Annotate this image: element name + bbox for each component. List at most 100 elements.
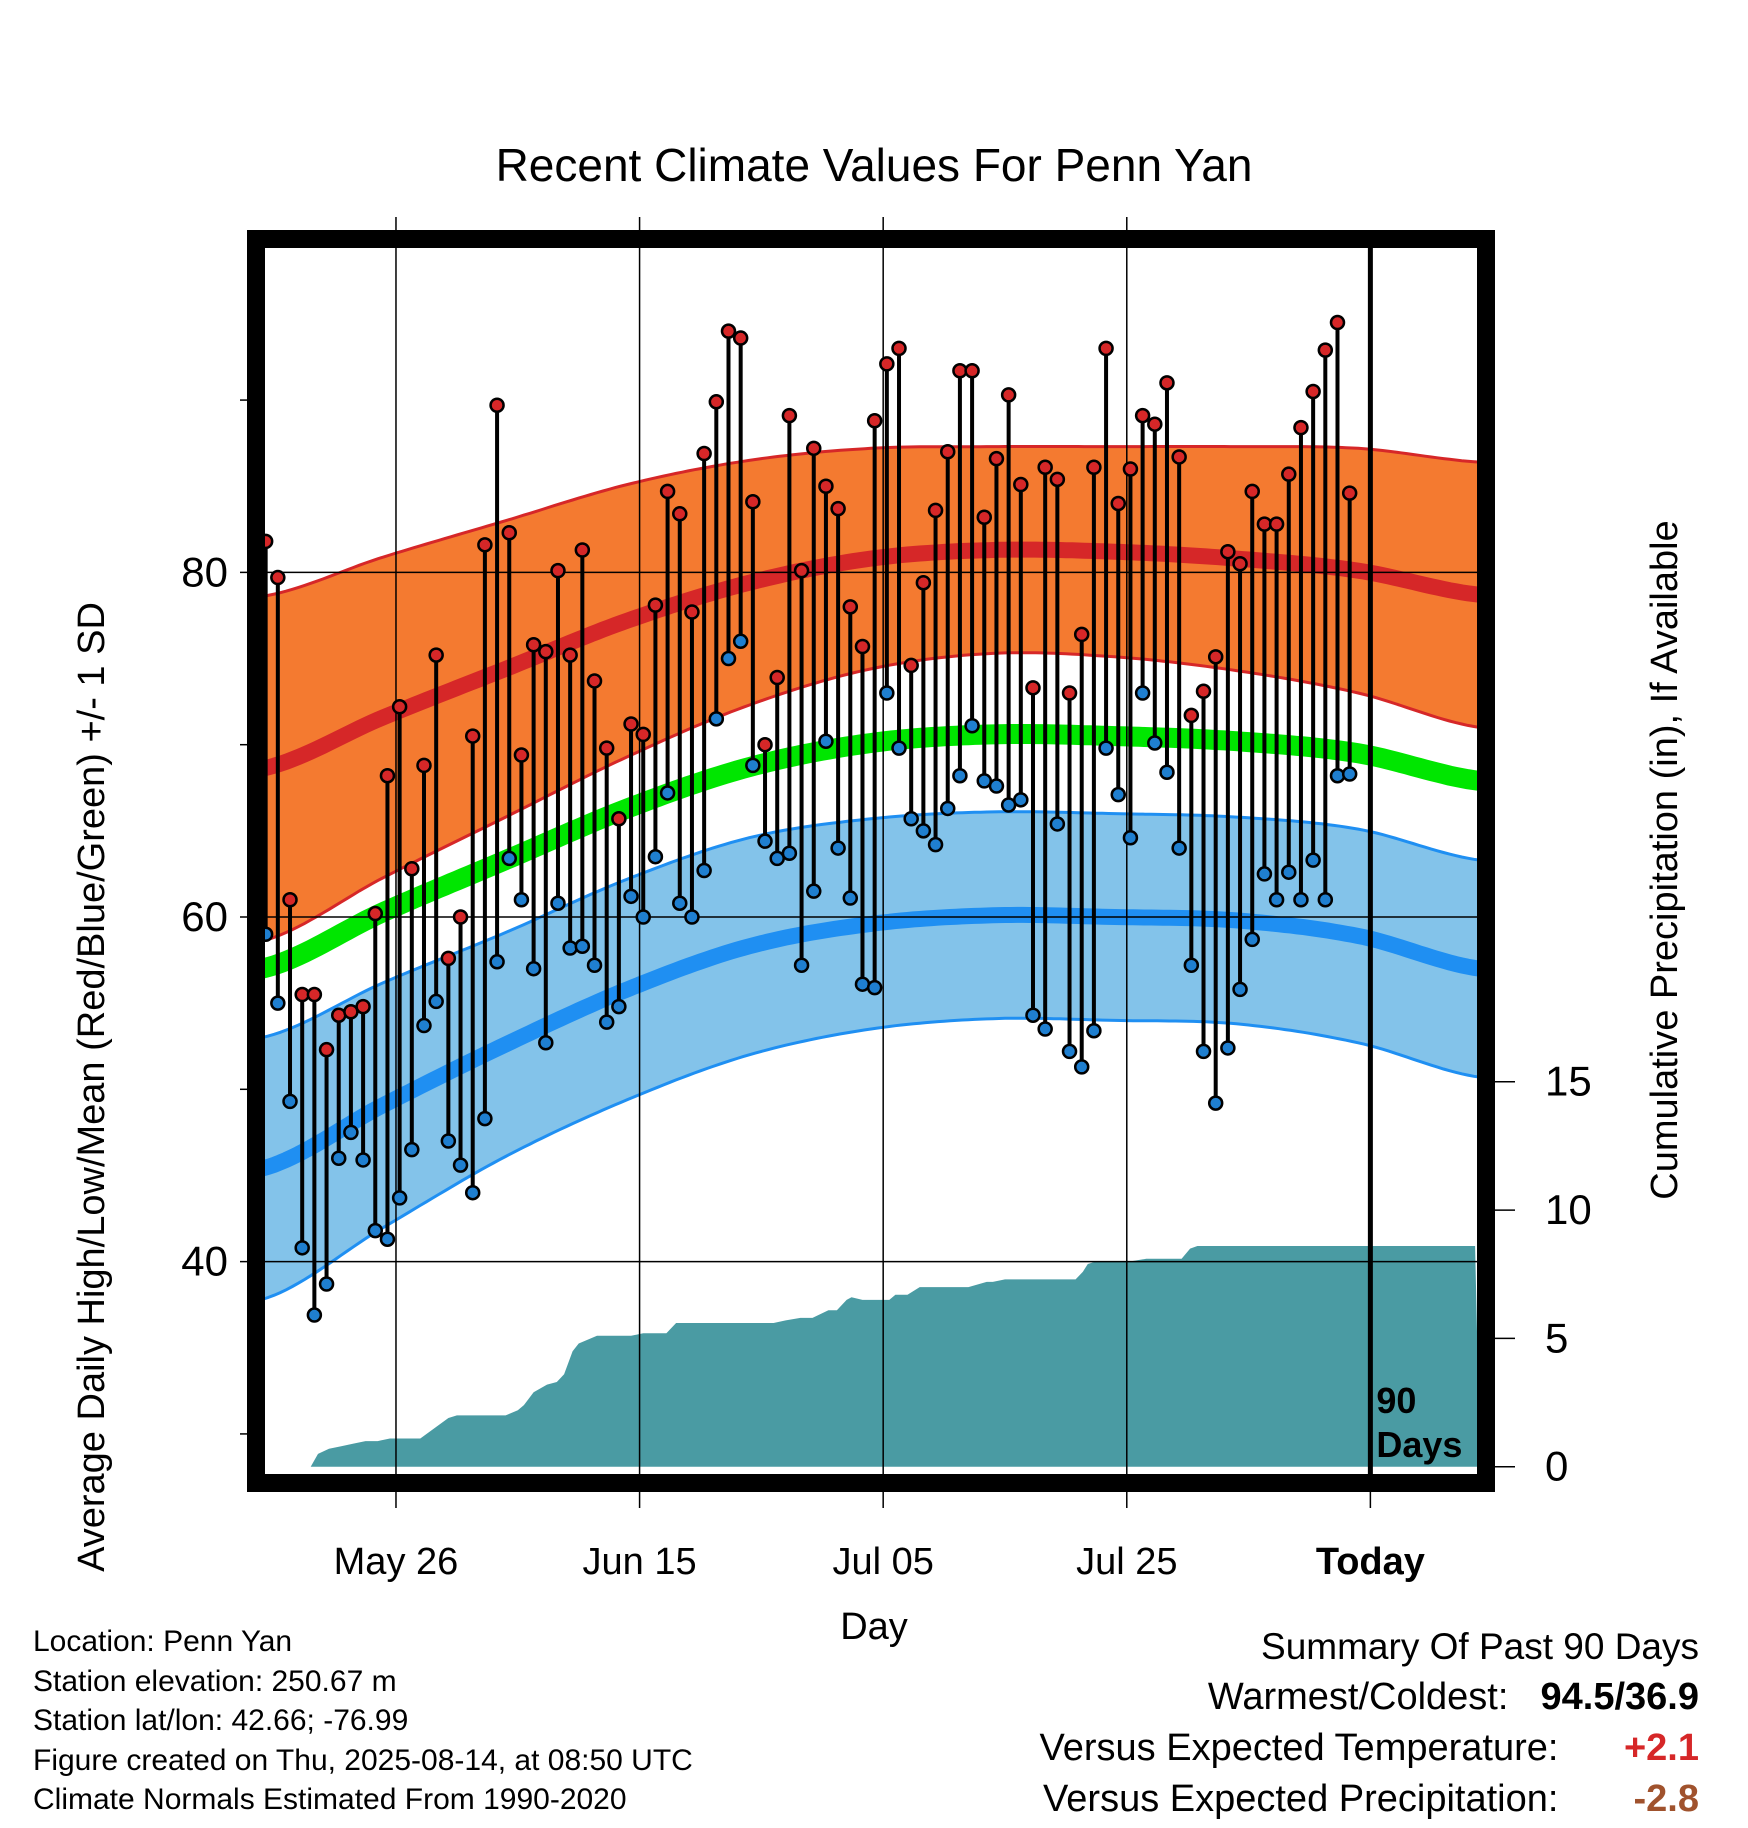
high-point-day-61 xyxy=(1000,387,1017,403)
high-point-day-16 xyxy=(452,909,469,925)
low-point-day-6 xyxy=(330,1150,347,1166)
low-point-day-11 xyxy=(391,1190,408,1206)
low-point-day-75 xyxy=(1171,840,1187,856)
low-point-day-58 xyxy=(964,717,980,734)
low-point-day-89 xyxy=(1341,766,1358,782)
low-point-day-18 xyxy=(477,1110,493,1127)
low-point-day-69 xyxy=(1098,740,1114,756)
low-point-day-28 xyxy=(598,1014,615,1030)
high-point-day-85 xyxy=(1293,419,1309,436)
high-point-day-27 xyxy=(586,673,603,689)
high-point-day-77 xyxy=(1195,683,1212,700)
high-sd-band xyxy=(262,446,1480,942)
low-point-day-33 xyxy=(659,785,676,801)
low-point-day-46 xyxy=(818,733,834,749)
high-point-day-30 xyxy=(623,716,639,732)
high-point-day-43 xyxy=(781,407,798,424)
low-point-day-82 xyxy=(1256,866,1273,882)
high-point-day-86 xyxy=(1305,383,1321,400)
high-point-day-47 xyxy=(830,500,846,517)
high-point-day-19 xyxy=(489,397,505,413)
high-point-day-74 xyxy=(1159,375,1175,391)
x-axis-ticks: May 26 Jun 15 Jul 05 Jul 25 Today xyxy=(334,1490,1425,1583)
high-point-day-67 xyxy=(1073,626,1090,643)
high-point-day-13 xyxy=(416,757,432,774)
high-point-day-9 xyxy=(367,905,384,922)
high-point-day-68 xyxy=(1086,459,1102,476)
location-text: Location: Penn Yan xyxy=(33,1625,293,1658)
high-point-day-26 xyxy=(574,542,591,558)
low-point-day-16 xyxy=(452,1157,469,1173)
high-point-day-31 xyxy=(635,726,651,743)
high-point-day-4 xyxy=(306,986,323,1003)
high-point-day-18 xyxy=(477,537,493,553)
x-axis-label: Day xyxy=(840,1606,908,1648)
high-point-day-40 xyxy=(745,493,761,510)
low-point-day-47 xyxy=(830,840,846,856)
summary-panel: Summary Of Past 90 Days Warmest/Coldest:… xyxy=(1040,1622,1699,1825)
high-point-day-56 xyxy=(939,444,956,460)
high-point-day-28 xyxy=(598,740,615,756)
low-point-day-44 xyxy=(793,957,810,973)
chart-title: Recent Climate Values For Penn Yan xyxy=(496,139,1253,191)
low-point-day-73 xyxy=(1147,735,1163,751)
high-point-day-1 xyxy=(270,569,286,586)
low-point-day-2 xyxy=(282,1093,298,1110)
high-point-day-34 xyxy=(672,506,688,522)
low-point-day-57 xyxy=(952,767,968,784)
low-point-day-30 xyxy=(623,888,639,905)
station-info: Location: Penn Yan Station elevation: 25… xyxy=(33,1622,693,1820)
low-point-day-35 xyxy=(684,909,700,925)
low-point-day-29 xyxy=(611,998,627,1015)
high-point-day-14 xyxy=(428,647,444,663)
high-point-day-64 xyxy=(1037,459,1053,476)
y2-axis-ticks: 0 5 10 15 xyxy=(1490,1058,1592,1490)
high-point-day-53 xyxy=(903,657,919,674)
low-point-day-8 xyxy=(355,1152,371,1168)
high-point-day-63 xyxy=(1025,680,1041,696)
low-point-day-52 xyxy=(891,740,907,756)
high-point-day-39 xyxy=(732,330,749,346)
low-point-day-27 xyxy=(586,957,603,973)
high-point-day-33 xyxy=(659,483,676,500)
x-tick-label-0: May 26 xyxy=(334,1541,459,1583)
high-point-day-83 xyxy=(1268,516,1285,532)
high-point-day-78 xyxy=(1207,649,1224,665)
low-point-day-55 xyxy=(927,836,944,853)
low-normal-line xyxy=(259,906,1482,1177)
daily-points xyxy=(257,314,1358,1323)
frame-border xyxy=(247,230,1495,1492)
low-point-day-63 xyxy=(1025,1007,1041,1023)
low-point-day-13 xyxy=(416,1017,432,1034)
warmest-coldest-row: Warmest/Coldest: 94.5/36.9 xyxy=(1040,1672,1699,1723)
high-point-day-73 xyxy=(1147,416,1163,432)
low-band-lower-edge xyxy=(261,1016,1481,1301)
y2-axis-label: Cumulative Precipitation (in), If Availa… xyxy=(1644,520,1686,1199)
x-tick-label-2: Jul 05 xyxy=(832,1541,933,1583)
low-point-day-25 xyxy=(562,940,578,956)
high-point-day-23 xyxy=(538,643,554,660)
high-point-day-2 xyxy=(282,892,298,908)
high-point-day-51 xyxy=(879,356,895,372)
low-point-day-72 xyxy=(1134,685,1151,701)
warmest-coldest-label: Warmest/Coldest: xyxy=(1207,1676,1509,1718)
low-point-day-1 xyxy=(270,995,286,1011)
low-point-day-68 xyxy=(1086,1022,1102,1039)
low-point-day-60 xyxy=(988,778,1005,794)
precipitation-area xyxy=(262,1246,1480,1467)
low-point-day-36 xyxy=(696,862,712,879)
x-tick-label-1: Jun 15 xyxy=(583,1541,697,1583)
created-text: Figure created on Thu, 2025-08-14, at 08… xyxy=(33,1743,693,1777)
high-point-day-32 xyxy=(647,597,664,613)
low-point-day-51 xyxy=(879,685,895,701)
y2-tick-label-15: 15 xyxy=(1545,1058,1592,1105)
high-point-day-48 xyxy=(842,599,859,615)
y2-tick-label-10: 10 xyxy=(1545,1186,1592,1233)
low-point-day-34 xyxy=(672,895,688,911)
high-point-day-59 xyxy=(976,509,993,525)
high-point-day-17 xyxy=(464,728,481,744)
high-point-day-10 xyxy=(379,767,396,784)
high-point-day-20 xyxy=(501,525,518,541)
high-point-day-25 xyxy=(562,647,578,663)
